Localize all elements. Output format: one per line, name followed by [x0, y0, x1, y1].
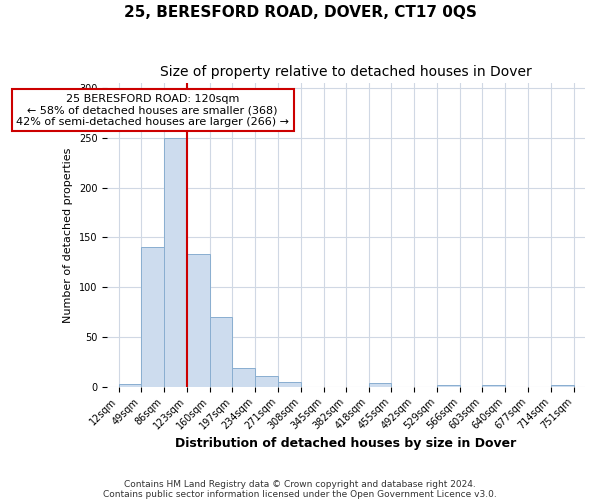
Bar: [368, 383, 391, 387]
Bar: [278, 382, 301, 387]
X-axis label: Distribution of detached houses by size in Dover: Distribution of detached houses by size …: [175, 437, 517, 450]
Bar: [232, 368, 255, 387]
Y-axis label: Number of detached properties: Number of detached properties: [63, 147, 73, 322]
Text: 25, BERESFORD ROAD, DOVER, CT17 0QS: 25, BERESFORD ROAD, DOVER, CT17 0QS: [124, 5, 476, 20]
Bar: [187, 254, 209, 387]
Bar: [209, 317, 232, 387]
Text: Contains HM Land Registry data © Crown copyright and database right 2024.
Contai: Contains HM Land Registry data © Crown c…: [103, 480, 497, 499]
Text: 25 BERESFORD ROAD: 120sqm
← 58% of detached houses are smaller (368)
42% of semi: 25 BERESFORD ROAD: 120sqm ← 58% of detac…: [16, 94, 289, 127]
Bar: [164, 138, 187, 387]
Bar: [437, 385, 460, 387]
Bar: [142, 248, 164, 387]
Title: Size of property relative to detached houses in Dover: Size of property relative to detached ho…: [160, 65, 532, 79]
Bar: [551, 385, 574, 387]
Bar: [255, 376, 278, 387]
Bar: [482, 385, 505, 387]
Bar: [119, 384, 142, 387]
